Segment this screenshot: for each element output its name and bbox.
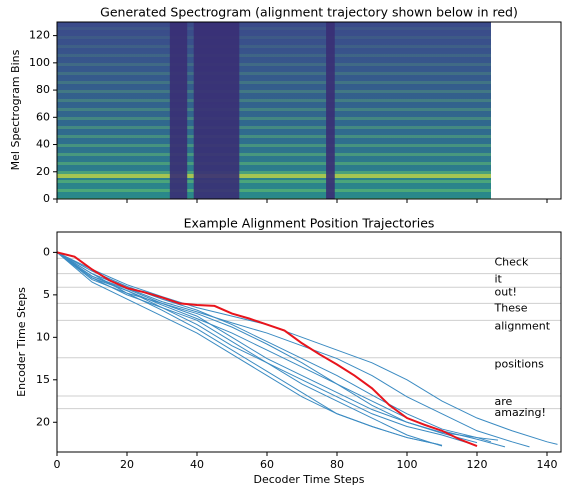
x-label: Decoder Time Steps <box>254 473 365 486</box>
annotation: These <box>494 301 528 314</box>
x-tick-label: 100 <box>397 458 418 471</box>
bottom-title: Example Alignment Position Trajectories <box>184 216 435 231</box>
trajectory <box>56 251 492 443</box>
x-tick-label: 120 <box>467 458 488 471</box>
highlight-trajectory <box>56 251 478 447</box>
x-tick-label: 0 <box>54 458 61 471</box>
x-tick-label: 60 <box>260 458 274 471</box>
trajectory <box>56 251 499 441</box>
trajectory <box>56 251 471 444</box>
trajectory <box>56 251 478 444</box>
x-tick-label: 40 <box>190 458 204 471</box>
x-tick-label: 20 <box>120 458 134 471</box>
trajectory <box>56 251 506 448</box>
annotation: are <box>495 395 513 408</box>
axes-frame <box>56 231 562 453</box>
y-tick-label: 0 <box>43 192 50 205</box>
annotation: amazing! <box>495 406 546 419</box>
y-tick-label: 80 <box>36 83 50 96</box>
spec-bottom-band <box>57 174 491 178</box>
top-y-label: Mel Spectrogram Bins <box>9 49 22 170</box>
y-tick-label: 0 <box>43 245 50 258</box>
spec-silence <box>326 22 335 199</box>
trajectory <box>56 251 558 445</box>
spec-harmonics <box>57 22 491 199</box>
y-tick-label: 20 <box>36 415 50 428</box>
spectrogram-image <box>57 22 491 199</box>
spec-silence <box>193 22 240 199</box>
x-tick-label: 80 <box>330 458 344 471</box>
annotation: out! <box>495 285 517 298</box>
y-tick-label: 15 <box>36 373 50 386</box>
y-tick-label: 20 <box>36 165 50 178</box>
x-tick-label: 140 <box>537 458 558 471</box>
y-tick-label: 120 <box>29 29 50 42</box>
y-tick-label: 5 <box>43 288 50 301</box>
top-title: Generated Spectrogram (alignment traject… <box>100 5 518 20</box>
trajectory <box>56 252 439 445</box>
y-tick-label: 10 <box>36 330 50 343</box>
spec-silence <box>169 22 188 199</box>
y-tick-label: 100 <box>29 56 50 69</box>
annotation: Check <box>495 256 529 269</box>
bottom-y-label: Encoder Time Steps <box>15 287 28 397</box>
annotation: alignment <box>495 319 551 332</box>
trajectory <box>56 251 530 448</box>
axes-frame <box>56 21 562 200</box>
y-tick-label: 40 <box>36 138 50 151</box>
annotation: positions <box>495 358 545 371</box>
annotation: it <box>495 273 503 286</box>
y-tick-label: 60 <box>36 110 50 123</box>
